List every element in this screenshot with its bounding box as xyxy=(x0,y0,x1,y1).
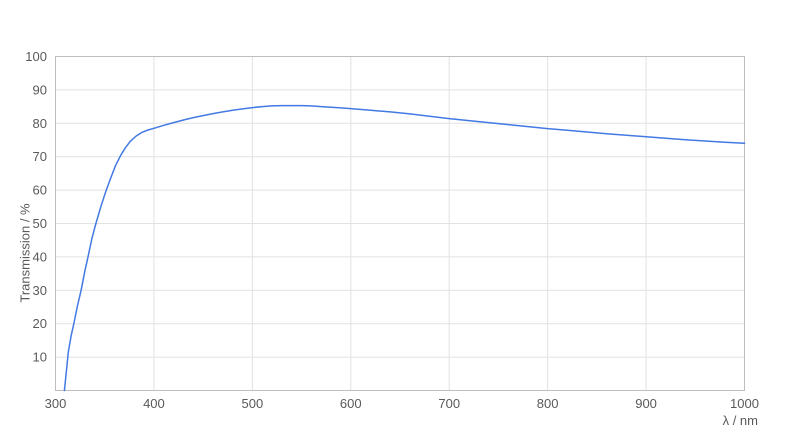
y-tick-label: 50 xyxy=(33,216,47,231)
x-tick-label: 300 xyxy=(45,396,67,411)
x-axis-title: λ / nm xyxy=(722,413,758,428)
y-tick-label: 70 xyxy=(33,149,47,164)
y-tick-label: 80 xyxy=(33,116,47,131)
y-tick-label: 90 xyxy=(33,82,47,97)
x-tick-label: 1000 xyxy=(730,396,759,411)
y-tick-label: 30 xyxy=(33,283,47,298)
y-axis-title: Transmission / % xyxy=(17,203,33,303)
x-tick-label: 500 xyxy=(242,396,264,411)
y-tick-label: 60 xyxy=(33,183,47,198)
y-tick-label: 40 xyxy=(33,249,47,264)
x-tick-label: 600 xyxy=(340,396,362,411)
x-tick-label: 700 xyxy=(438,396,460,411)
y-tick-label: 20 xyxy=(33,316,47,331)
x-tick-label: 900 xyxy=(635,396,657,411)
x-tick-label: 400 xyxy=(143,396,165,411)
plot-border xyxy=(55,56,745,391)
series-line-transmission xyxy=(63,104,746,392)
x-tick-label: 800 xyxy=(537,396,559,411)
y-tick-label: 10 xyxy=(33,350,47,365)
y-tick-label: 100 xyxy=(25,49,47,64)
